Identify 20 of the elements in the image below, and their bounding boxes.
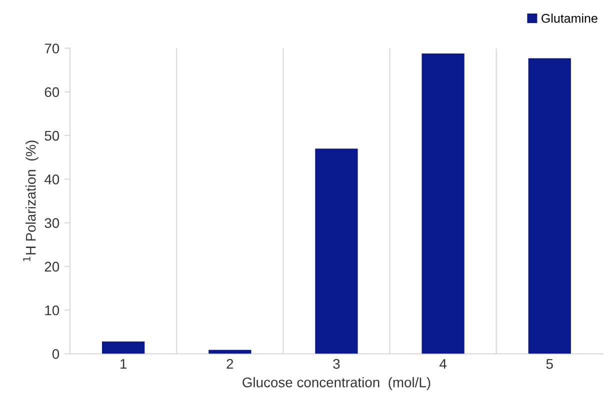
y-tick-label: 70 — [44, 44, 60, 54]
x-tick-label: 5 — [546, 359, 553, 369]
x-tick-label: 1 — [120, 359, 127, 369]
y-axis-title: $^{1}$H Polarization (%) — [23, 140, 38, 262]
bar — [528, 58, 571, 354]
y-tick-label: 20 — [44, 262, 60, 272]
y-tick-label: 30 — [44, 218, 60, 228]
y-tick-label: 50 — [44, 130, 60, 141]
bar — [315, 148, 358, 354]
x-tick-label: 2 — [226, 358, 234, 369]
y-tick-label: 40 — [44, 174, 60, 184]
x-tick-label: 4 — [440, 359, 447, 369]
bar — [102, 342, 145, 354]
x-axis-title: Glucose concentration (mol/L) — [242, 377, 430, 390]
legend-label: Glutamine — [542, 14, 598, 23]
y-tick-label: 0 — [52, 349, 60, 359]
y-tick-label: 10 — [45, 305, 60, 316]
x-tick-label: 3 — [333, 358, 340, 369]
bar — [422, 53, 464, 354]
y-tick-label: 60 — [44, 87, 60, 98]
